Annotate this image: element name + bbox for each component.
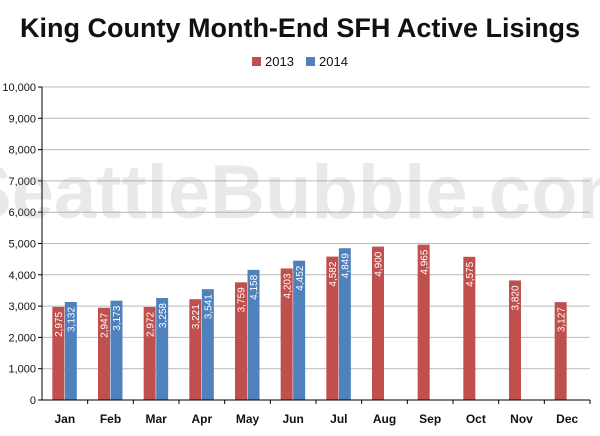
data-label-2013-may: 3,759 (237, 287, 248, 312)
bar-2014-jun (293, 260, 306, 400)
y-tick-label-1000: 1,000 (8, 364, 36, 376)
x-tick-label-jan: Jan (54, 412, 75, 426)
bar-2014-apr (201, 289, 214, 400)
y-tick-label-2000: 2,000 (8, 332, 36, 344)
data-label-2013-mar: 2,972 (145, 312, 156, 337)
data-label-2013-apr: 3,221 (191, 304, 202, 329)
bar-2013-dec (554, 302, 567, 400)
x-tick-label-may: May (236, 412, 260, 426)
legend-swatch-2013 (252, 57, 261, 66)
watermark-text: SeattleBubble.com (0, 150, 600, 235)
x-tick-label-dec: Dec (556, 412, 578, 426)
bar-2013-feb (98, 307, 110, 400)
data-label-2013-jan: 2,975 (54, 311, 65, 336)
bars (52, 244, 567, 400)
y-tick-label-5000: 5,000 (8, 239, 36, 251)
bar-2013-nov (509, 280, 521, 400)
y-tick-label-7000: 7,000 (8, 176, 36, 188)
x-tick-label-aug: Aug (373, 412, 396, 426)
y-tick-label-8000: 8,000 (8, 145, 36, 157)
legend-label-2014: 2014 (319, 54, 348, 69)
bar-2013-sep (417, 244, 430, 400)
gridlines (42, 86, 590, 370)
bar-2013-aug (372, 246, 384, 400)
legend: 2013 2014 (252, 54, 348, 69)
data-label-2013-sep: 4,965 (419, 249, 430, 274)
bar-2014-jan (64, 301, 77, 400)
x-tick-label-sep: Sep (419, 412, 441, 426)
y-axis-ticks: 0 1,000 2,000 3,000 4,000 5,000 6,000 7,000 8,00… (2, 82, 42, 407)
x-tick-label-oct: Oct (466, 412, 486, 426)
chart-title: King County Month-End SFH Active Lisings (20, 13, 580, 43)
bar-2013-jan (52, 306, 65, 400)
y-tick-label-0: 0 (30, 395, 36, 407)
data-label-2014-may: 4,158 (249, 274, 260, 299)
data-label-2013-jul: 4,582 (328, 261, 339, 286)
data-label-2013-aug: 4,900 (374, 251, 385, 276)
x-tick-label-nov: Nov (510, 412, 533, 426)
data-label-2014-jun: 4,452 (295, 265, 306, 290)
x-tick-label-jun: Jun (282, 412, 303, 426)
x-tick-label-jul: Jul (330, 412, 347, 426)
y-tick-label-3000: 3,000 (8, 301, 36, 313)
data-label-2014-apr: 3,541 (204, 294, 215, 319)
data-labels: 2,975 3,132 2,947 3,173 2,972 3,258 3,221 3,541… (54, 249, 567, 338)
y-tick-label-4000: 4,000 (8, 270, 36, 282)
bar-2013-mar (143, 306, 156, 400)
data-label-2014-jan: 3,132 (67, 307, 78, 332)
x-tick-label-mar: Mar (145, 412, 167, 426)
bar-2013-jul (326, 256, 339, 400)
data-label-2013-feb: 2,947 (100, 312, 111, 337)
y-tick-label-10000: 10,000 (2, 82, 36, 94)
data-label-2013-oct: 4,575 (465, 261, 476, 286)
legend-swatch-2014 (306, 57, 315, 66)
data-label-2014-jul: 4,849 (341, 253, 352, 278)
y-tick-label-6000: 6,000 (8, 207, 36, 219)
data-label-2013-nov: 3,820 (511, 285, 522, 310)
data-label-2013-jun: 4,203 (282, 273, 293, 298)
bar-2014-mar (156, 298, 169, 400)
x-tick-label-apr: Apr (191, 412, 212, 426)
bar-2014-jul (338, 248, 351, 400)
y-tick-label-9000: 9,000 (8, 113, 36, 125)
legend-label-2013: 2013 (265, 54, 294, 69)
bar-2013-may (235, 282, 247, 400)
bar-2013-oct (463, 256, 476, 400)
bar-2013-apr (189, 299, 202, 400)
data-label-2014-mar: 3,258 (158, 303, 169, 328)
x-axis-ticks: Jan Feb Mar Apr May Jun Jul Aug Sep Oct Nov Dec (54, 400, 591, 426)
bar-2013-jun (280, 268, 293, 400)
data-label-2013-dec: 3,127 (556, 307, 567, 332)
bar-2014-feb (110, 300, 123, 400)
x-tick-label-feb: Feb (100, 412, 121, 426)
data-label-2014-feb: 3,173 (112, 305, 123, 330)
bar-2014-may (247, 269, 260, 400)
